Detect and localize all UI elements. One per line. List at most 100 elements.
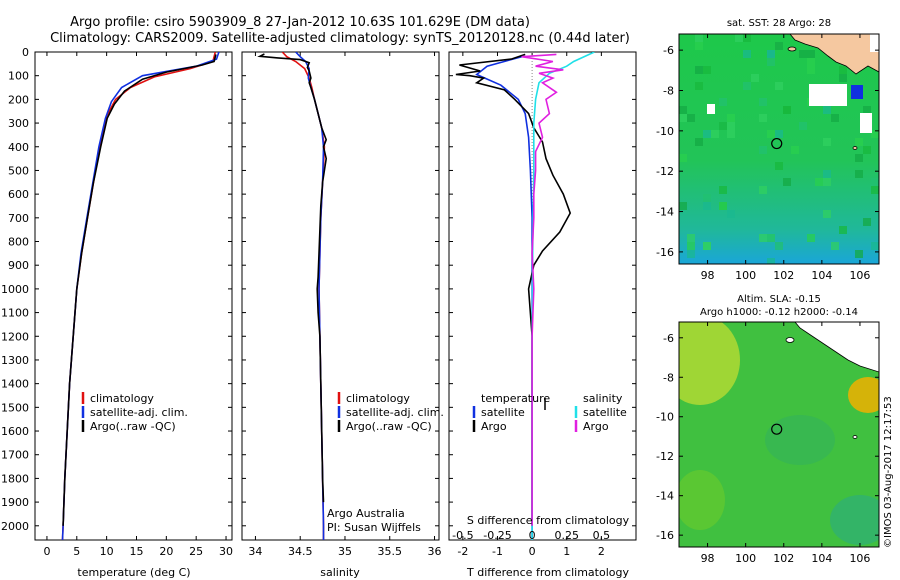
x-tick-label: -1 <box>492 545 503 558</box>
sla-blob <box>830 495 879 545</box>
y-tick-label: 100 <box>8 70 29 83</box>
sla-warm-blob <box>679 322 740 405</box>
sst-pixel <box>839 226 847 234</box>
legend-label-satellite: satellite-adj. clim. <box>346 406 444 419</box>
sst-pixel <box>711 130 719 138</box>
sst-pixel <box>807 66 815 74</box>
sst-pixel <box>695 66 703 74</box>
sst-pixel <box>871 242 879 250</box>
lon-tick-label: 98 <box>701 552 715 565</box>
y-tick-label: 800 <box>8 236 29 249</box>
sla-map-axes: 98 100 102 104 106 -6 -8 -10 -12 -14 -16 <box>656 322 879 565</box>
sumatra-land <box>789 34 879 75</box>
sst-pixel <box>719 98 727 106</box>
legend-label-t-satellite: satellite <box>481 406 525 419</box>
lon-tick-label: 106 <box>849 269 870 282</box>
sst-pixel <box>815 178 823 186</box>
sst-pixel <box>695 34 703 42</box>
salinity-y-ticks <box>242 51 439 527</box>
y-tick-label: 1800 <box>1 472 29 485</box>
sst-map-field <box>679 34 879 264</box>
sla-blob <box>679 470 725 530</box>
sst-pixel <box>767 234 775 242</box>
y-tick-label: 1600 <box>1 425 29 438</box>
island <box>852 435 858 439</box>
x-tick-label: 25 <box>189 545 203 558</box>
sst-pixel <box>783 106 791 114</box>
y-tick-label: 1400 <box>1 378 29 391</box>
y-tick-label: 600 <box>8 188 29 201</box>
x-tick-label: 36 <box>428 545 442 558</box>
lat-tick-label: -16 <box>656 529 674 542</box>
header-line2: Climatology: CARS2009. Satellite-adjuste… <box>50 31 630 46</box>
lon-tick-label: 98 <box>701 269 715 282</box>
legend-label-t-argo: Argo <box>481 420 507 433</box>
sst-pixel <box>823 138 831 146</box>
s-diff-tick-label: 0.5 <box>593 529 611 542</box>
sst-map: sat. SST: 28 Argo: 28 98 100 102 104 106 -6 -8… <box>656 18 880 282</box>
sst-pixel <box>775 242 783 250</box>
sst-pixel <box>863 218 871 226</box>
sst-pixel <box>863 106 871 114</box>
sumatra-land <box>794 322 879 373</box>
difference-panel: -2 -1 0 1 2 T difference from climatology S … <box>448 51 637 579</box>
x-tick-label: 20 <box>159 545 173 558</box>
temperature-lines <box>61 52 220 540</box>
s-diff-tick-label: -0.25 <box>483 529 511 542</box>
s-difference-label: S difference from climatology <box>467 514 630 527</box>
sst-pixel <box>759 114 767 122</box>
x-tick-label: 10 <box>100 545 114 558</box>
sla-map-title-2: Argo h1000: -0.12 h2000: -0.14 <box>700 307 858 318</box>
y-tick-label: 1500 <box>1 401 29 414</box>
lat-tick-label: -10 <box>656 125 674 138</box>
depth-axis: 0 100 200 300 400 500 600 700 800 900 1000 1100 1200… <box>1 46 232 533</box>
lon-tick-label: 102 <box>773 552 794 565</box>
x-tick-label: 1 <box>563 545 570 558</box>
sst-missing-patch <box>707 104 715 114</box>
sst-pixel <box>855 138 863 146</box>
sst-pixel <box>791 146 799 154</box>
lon-tick-label: 100 <box>735 552 756 565</box>
island <box>787 46 797 52</box>
legend-label-climatology: climatology <box>90 392 154 405</box>
lat-tick-label: -8 <box>663 371 674 384</box>
sst-pixel <box>767 58 775 66</box>
sst-map-frame <box>678 33 880 265</box>
sst-pixel <box>719 202 727 210</box>
sla-map: Altim. SLA: -0.15 Argo h1000: -0.12 h200… <box>656 294 880 565</box>
sst-pixel <box>823 170 831 178</box>
imos-timestamp: ©IMOS 03-Aug-2017 12:17:53 <box>883 396 894 548</box>
series-line-satellite-adj-clim- <box>295 52 325 540</box>
sst-pixel <box>727 114 735 122</box>
sst-map-axes: 98 100 102 104 106 -6 -8 -10 -12 -14 -16 <box>656 34 879 282</box>
sst-pixel <box>759 146 767 154</box>
sst-pixel <box>743 50 751 58</box>
s-difference-ticks: -0.5 -0.25 0 0.25 0.5 <box>452 529 610 542</box>
sst-pixel <box>855 250 863 258</box>
island <box>852 146 858 150</box>
s-diff-tick-label: -0.5 <box>452 529 473 542</box>
sst-pixel <box>839 66 847 74</box>
sst-pixel <box>687 114 695 122</box>
difference-axes-frame <box>448 51 637 541</box>
sst-pixel <box>703 194 711 202</box>
y-tick-label: 300 <box>8 117 29 130</box>
difference-legend: temperature salinity satellite Argo sate… <box>472 392 627 433</box>
legend-label-argo: Argo(..raw -QC) <box>90 420 176 433</box>
lon-tick-label: 106 <box>849 552 870 565</box>
sst-pixel <box>823 210 831 218</box>
sst-pixel <box>823 178 831 186</box>
y-tick-label: 700 <box>8 212 29 225</box>
sst-pixel <box>767 130 775 138</box>
sst-pixel <box>839 74 847 82</box>
y-tick-label: 0 <box>22 46 29 59</box>
sst-pixel <box>831 114 839 122</box>
y-tick-label: 400 <box>8 141 29 154</box>
lat-tick-label: -14 <box>656 206 674 219</box>
sla-hot-core <box>848 377 879 413</box>
series-line-argo-raw-qc- <box>62 54 217 526</box>
x-tick-label: 35.5 <box>378 545 403 558</box>
sst-cold-patch <box>851 85 863 99</box>
sst-pixel <box>783 178 791 186</box>
annotation-pi: PI: Susan Wijffels <box>327 521 421 534</box>
